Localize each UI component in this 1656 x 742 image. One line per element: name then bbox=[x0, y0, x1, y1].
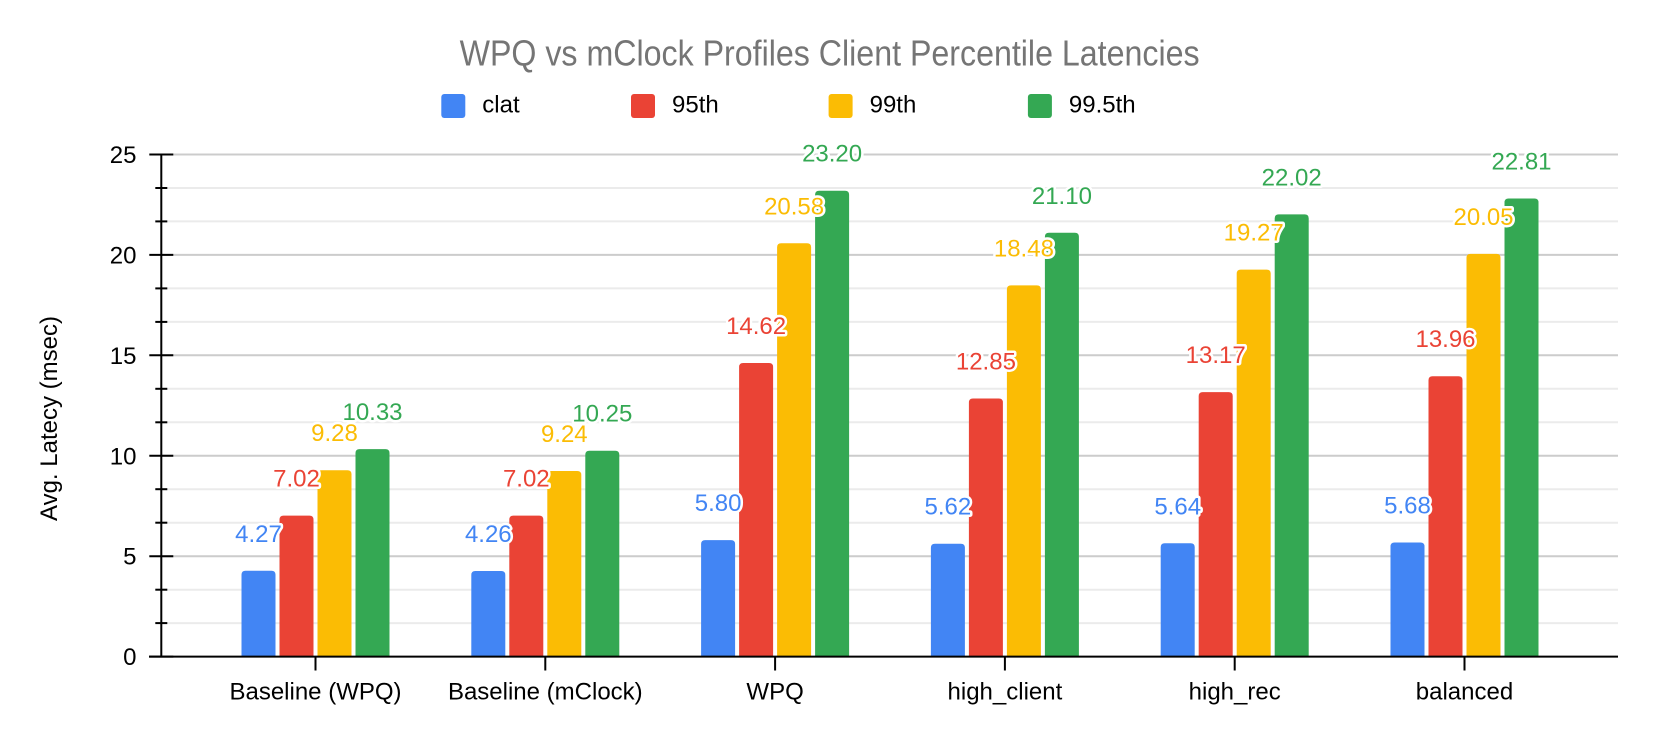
svg-text:99th: 99th bbox=[870, 92, 917, 119]
svg-text:18.48: 18.48 bbox=[994, 235, 1054, 262]
svg-text:10.25: 10.25 bbox=[572, 401, 632, 428]
svg-text:7.02: 7.02 bbox=[273, 466, 320, 493]
svg-text:12.85: 12.85 bbox=[956, 349, 1016, 376]
svg-text:22.81: 22.81 bbox=[1491, 149, 1551, 176]
svg-text:4.27: 4.27 bbox=[235, 521, 282, 548]
svg-text:4.26: 4.26 bbox=[465, 521, 512, 548]
svg-text:5.80: 5.80 bbox=[695, 490, 742, 517]
svg-text:WPQ vs mClock Profiles Client: WPQ vs mClock Profiles Client Percentile… bbox=[460, 33, 1200, 74]
svg-text:21.10: 21.10 bbox=[1032, 183, 1092, 210]
svg-text:5.62: 5.62 bbox=[925, 494, 972, 521]
svg-text:95th: 95th bbox=[672, 92, 719, 119]
svg-text:9.28: 9.28 bbox=[311, 420, 358, 447]
svg-text:14.62: 14.62 bbox=[726, 313, 786, 340]
svg-text:20.58: 20.58 bbox=[764, 193, 824, 220]
svg-text:23.20: 23.20 bbox=[802, 141, 862, 168]
svg-text:Baseline (mClock): Baseline (mClock) bbox=[448, 679, 643, 706]
svg-text:9.24: 9.24 bbox=[541, 421, 588, 448]
svg-text:13.17: 13.17 bbox=[1186, 342, 1246, 369]
svg-text:5.68: 5.68 bbox=[1384, 493, 1431, 520]
svg-text:Avg. Latecy (msec): Avg. Latecy (msec) bbox=[36, 316, 63, 521]
svg-text:WPQ: WPQ bbox=[746, 679, 803, 706]
svg-text:15: 15 bbox=[110, 343, 137, 370]
svg-text:99.5th: 99.5th bbox=[1069, 92, 1136, 119]
svg-text:22.02: 22.02 bbox=[1262, 164, 1322, 191]
svg-text:clat: clat bbox=[482, 92, 520, 119]
svg-text:Baseline (WPQ): Baseline (WPQ) bbox=[229, 679, 401, 706]
svg-text:high_rec: high_rec bbox=[1189, 679, 1281, 706]
svg-text:5: 5 bbox=[123, 544, 136, 571]
svg-text:20: 20 bbox=[110, 242, 137, 269]
svg-text:balanced: balanced bbox=[1416, 679, 1513, 706]
svg-text:13.96: 13.96 bbox=[1415, 326, 1475, 353]
svg-text:7.02: 7.02 bbox=[503, 466, 550, 493]
svg-text:20.05: 20.05 bbox=[1453, 204, 1513, 231]
svg-text:25: 25 bbox=[110, 142, 137, 169]
svg-text:10.33: 10.33 bbox=[342, 399, 402, 426]
svg-text:10: 10 bbox=[110, 443, 137, 470]
svg-text:19.27: 19.27 bbox=[1224, 220, 1284, 247]
svg-text:high_client: high_client bbox=[948, 679, 1063, 706]
svg-text:5.64: 5.64 bbox=[1154, 493, 1201, 520]
svg-text:0: 0 bbox=[123, 644, 136, 671]
